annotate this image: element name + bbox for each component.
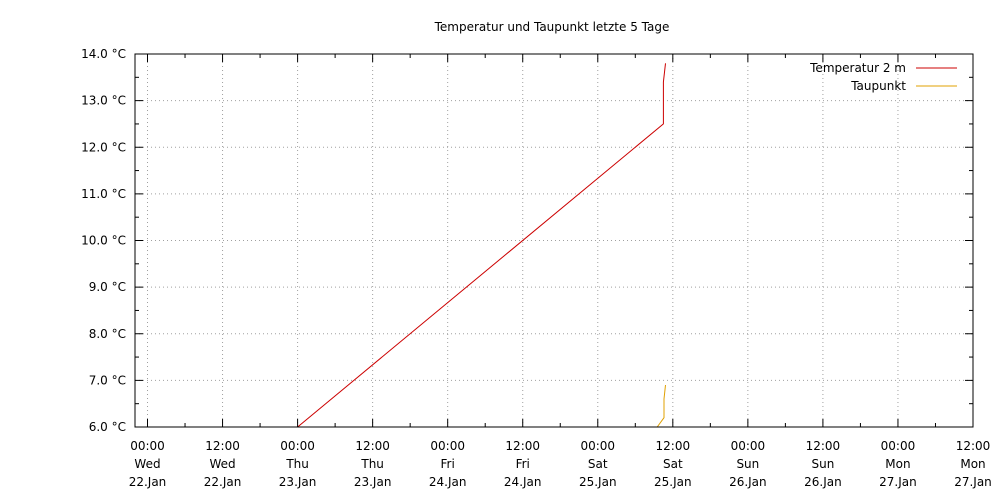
y-tick-label: 10.0 °C (81, 234, 126, 248)
x-tick-day: Mon (885, 457, 910, 471)
x-tick-time: 00:00 (130, 439, 165, 453)
y-tick-label: 12.0 °C (81, 140, 126, 154)
series-line-dewpoint (656, 384, 666, 428)
x-tick-time: 12:00 (956, 439, 991, 453)
x-tick-time: 12:00 (505, 439, 540, 453)
x-tick-time: 12:00 (656, 439, 691, 453)
x-tick-day: Thu (360, 457, 384, 471)
series-layer (297, 63, 666, 428)
series-line-temperature (297, 63, 666, 428)
y-tick-label: 9.0 °C (89, 280, 126, 294)
x-tick-day: Wed (134, 457, 160, 471)
x-tick-date: 25.Jan (654, 475, 692, 489)
x-tick-day: Sun (811, 457, 834, 471)
x-tick-date: 22.Jan (204, 475, 242, 489)
chart-title: Temperatur und Taupunkt letzte 5 Tage (434, 20, 670, 34)
x-tick-day: Mon (960, 457, 985, 471)
x-tick-time: 00:00 (731, 439, 766, 453)
x-tick-time: 00:00 (881, 439, 916, 453)
x-tick-date: 23.Jan (279, 475, 317, 489)
y-tick-label: 14.0 °C (81, 47, 126, 61)
x-tick-time: 00:00 (580, 439, 615, 453)
x-tick-time: 12:00 (205, 439, 240, 453)
x-tick-day: Thu (285, 457, 309, 471)
x-tick-day: Fri (516, 457, 530, 471)
legend-label: Taupunkt (850, 79, 906, 93)
x-tick-date: 23.Jan (354, 475, 392, 489)
x-tick-day: Fri (441, 457, 455, 471)
x-tick-date: 25.Jan (579, 475, 617, 489)
grid-layer (135, 54, 973, 427)
x-tick-date: 24.Jan (429, 475, 467, 489)
x-tick-day: Wed (209, 457, 235, 471)
x-tick-date: 27.Jan (879, 475, 917, 489)
x-tick-date: 22.Jan (129, 475, 167, 489)
x-tick-time: 12:00 (806, 439, 841, 453)
legend: Temperatur 2 m Taupunkt (809, 61, 957, 93)
x-tick-date: 27.Jan (954, 475, 992, 489)
x-tick-date: 26.Jan (729, 475, 767, 489)
y-tick-label: 7.0 °C (89, 373, 126, 387)
x-tick-time: 00:00 (280, 439, 315, 453)
x-tick-day: Sun (736, 457, 759, 471)
y-tick-label: 11.0 °C (81, 187, 126, 201)
x-tick-time: 12:00 (355, 439, 390, 453)
x-tick-day: Sat (663, 457, 683, 471)
legend-label: Temperatur 2 m (809, 61, 906, 75)
x-tick-date: 24.Jan (504, 475, 542, 489)
x-tick-time: 00:00 (430, 439, 465, 453)
x-tick-day: Sat (588, 457, 608, 471)
y-tick-label: 6.0 °C (89, 420, 126, 434)
x-tick-date: 26.Jan (804, 475, 842, 489)
y-tick-label: 8.0 °C (89, 327, 126, 341)
axis-layer: 6.0 °C 7.0 °C 8.0 °C 9.0 °C 10.0 °C 11.0 °C 12… (81, 47, 992, 489)
y-tick-label: 13.0 °C (81, 94, 126, 108)
